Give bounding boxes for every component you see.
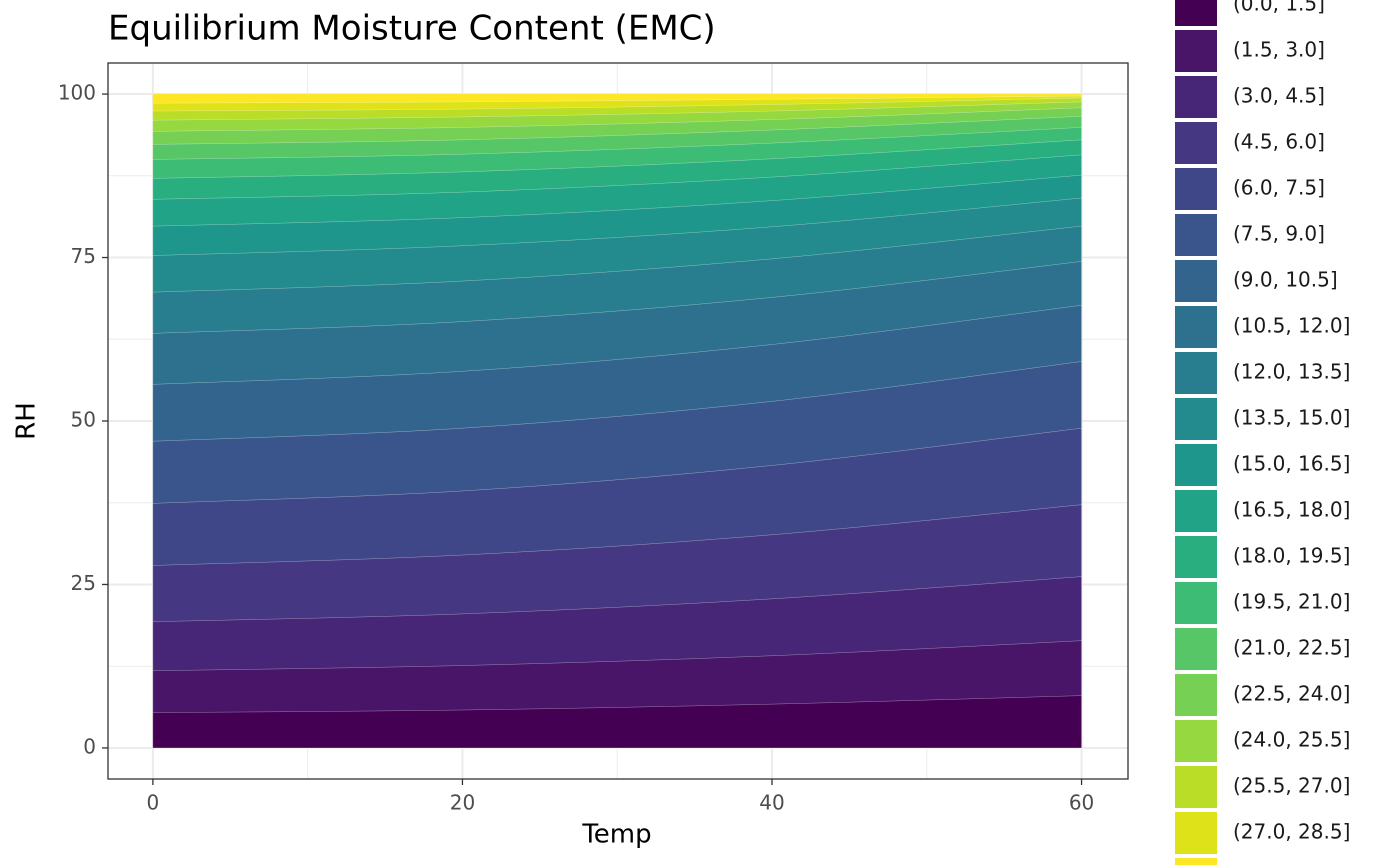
legend-label: (1.5, 3.0]: [1233, 38, 1325, 62]
legend-label: (6.0, 7.5]: [1233, 176, 1325, 200]
legend-label: (18.0, 19.5]: [1233, 544, 1350, 568]
x-tick-label: 60: [1069, 791, 1094, 815]
y-tick-label: 75: [71, 244, 96, 268]
x-tick-label: 20: [450, 791, 475, 815]
legend-swatch: [1175, 122, 1217, 164]
legend-swatch: [1175, 352, 1217, 394]
legend-swatch: [1175, 766, 1217, 808]
legend-label: (9.0, 10.5]: [1233, 268, 1338, 292]
x-axis-label: Temp: [581, 820, 651, 850]
legend-label: (21.0, 22.5]: [1233, 636, 1350, 660]
legend-swatch: [1175, 720, 1217, 762]
legend-label: (13.5, 15.0]: [1233, 406, 1350, 430]
x-tick-label: 40: [759, 791, 784, 815]
legend-swatch: [1175, 76, 1217, 118]
legend-swatch: [1175, 214, 1217, 256]
legend-swatch: [1175, 260, 1217, 302]
legend-label: (7.5, 9.0]: [1233, 222, 1325, 246]
legend-label: (16.5, 18.0]: [1233, 498, 1350, 522]
legend-label: (12.0, 13.5]: [1233, 360, 1350, 384]
legend-swatch: [1175, 444, 1217, 486]
legend-swatch: [1175, 490, 1217, 532]
legend-swatch: [1175, 306, 1217, 348]
legend-label: (24.0, 25.5]: [1233, 728, 1350, 752]
legend-swatch: [1175, 812, 1217, 854]
legend-label: (27.0, 28.5]: [1233, 820, 1350, 844]
legend-label: (19.5, 21.0]: [1233, 590, 1350, 614]
legend-label: (0.0, 1.5]: [1233, 0, 1325, 16]
y-axis-label: RH: [12, 402, 42, 440]
legend-swatch: [1175, 628, 1217, 670]
legend-label: (10.5, 12.0]: [1233, 314, 1350, 338]
legend-swatch: [1175, 398, 1217, 440]
y-tick-label: 0: [83, 734, 96, 758]
y-tick-label: 50: [71, 408, 96, 432]
legend-swatch: [1175, 674, 1217, 716]
legend-label: (25.5, 27.0]: [1233, 774, 1350, 798]
legend-swatch: [1175, 858, 1217, 865]
legend-swatch: [1175, 536, 1217, 578]
y-tick-label: 100: [58, 81, 96, 105]
legend-swatch: [1175, 30, 1217, 72]
legend-swatch: [1175, 0, 1217, 26]
legend-swatch: [1175, 582, 1217, 624]
legend-swatch: [1175, 168, 1217, 210]
y-tick-label: 25: [71, 571, 96, 595]
x-tick-label: 0: [147, 791, 160, 815]
legend-label: (22.5, 24.0]: [1233, 682, 1350, 706]
legend-label: (15.0, 16.5]: [1233, 452, 1350, 476]
legend-label: (4.5, 6.0]: [1233, 130, 1325, 154]
legend-label: (3.0, 4.5]: [1233, 84, 1325, 108]
chart-title: Equilibrium Moisture Content (EMC): [108, 9, 716, 49]
